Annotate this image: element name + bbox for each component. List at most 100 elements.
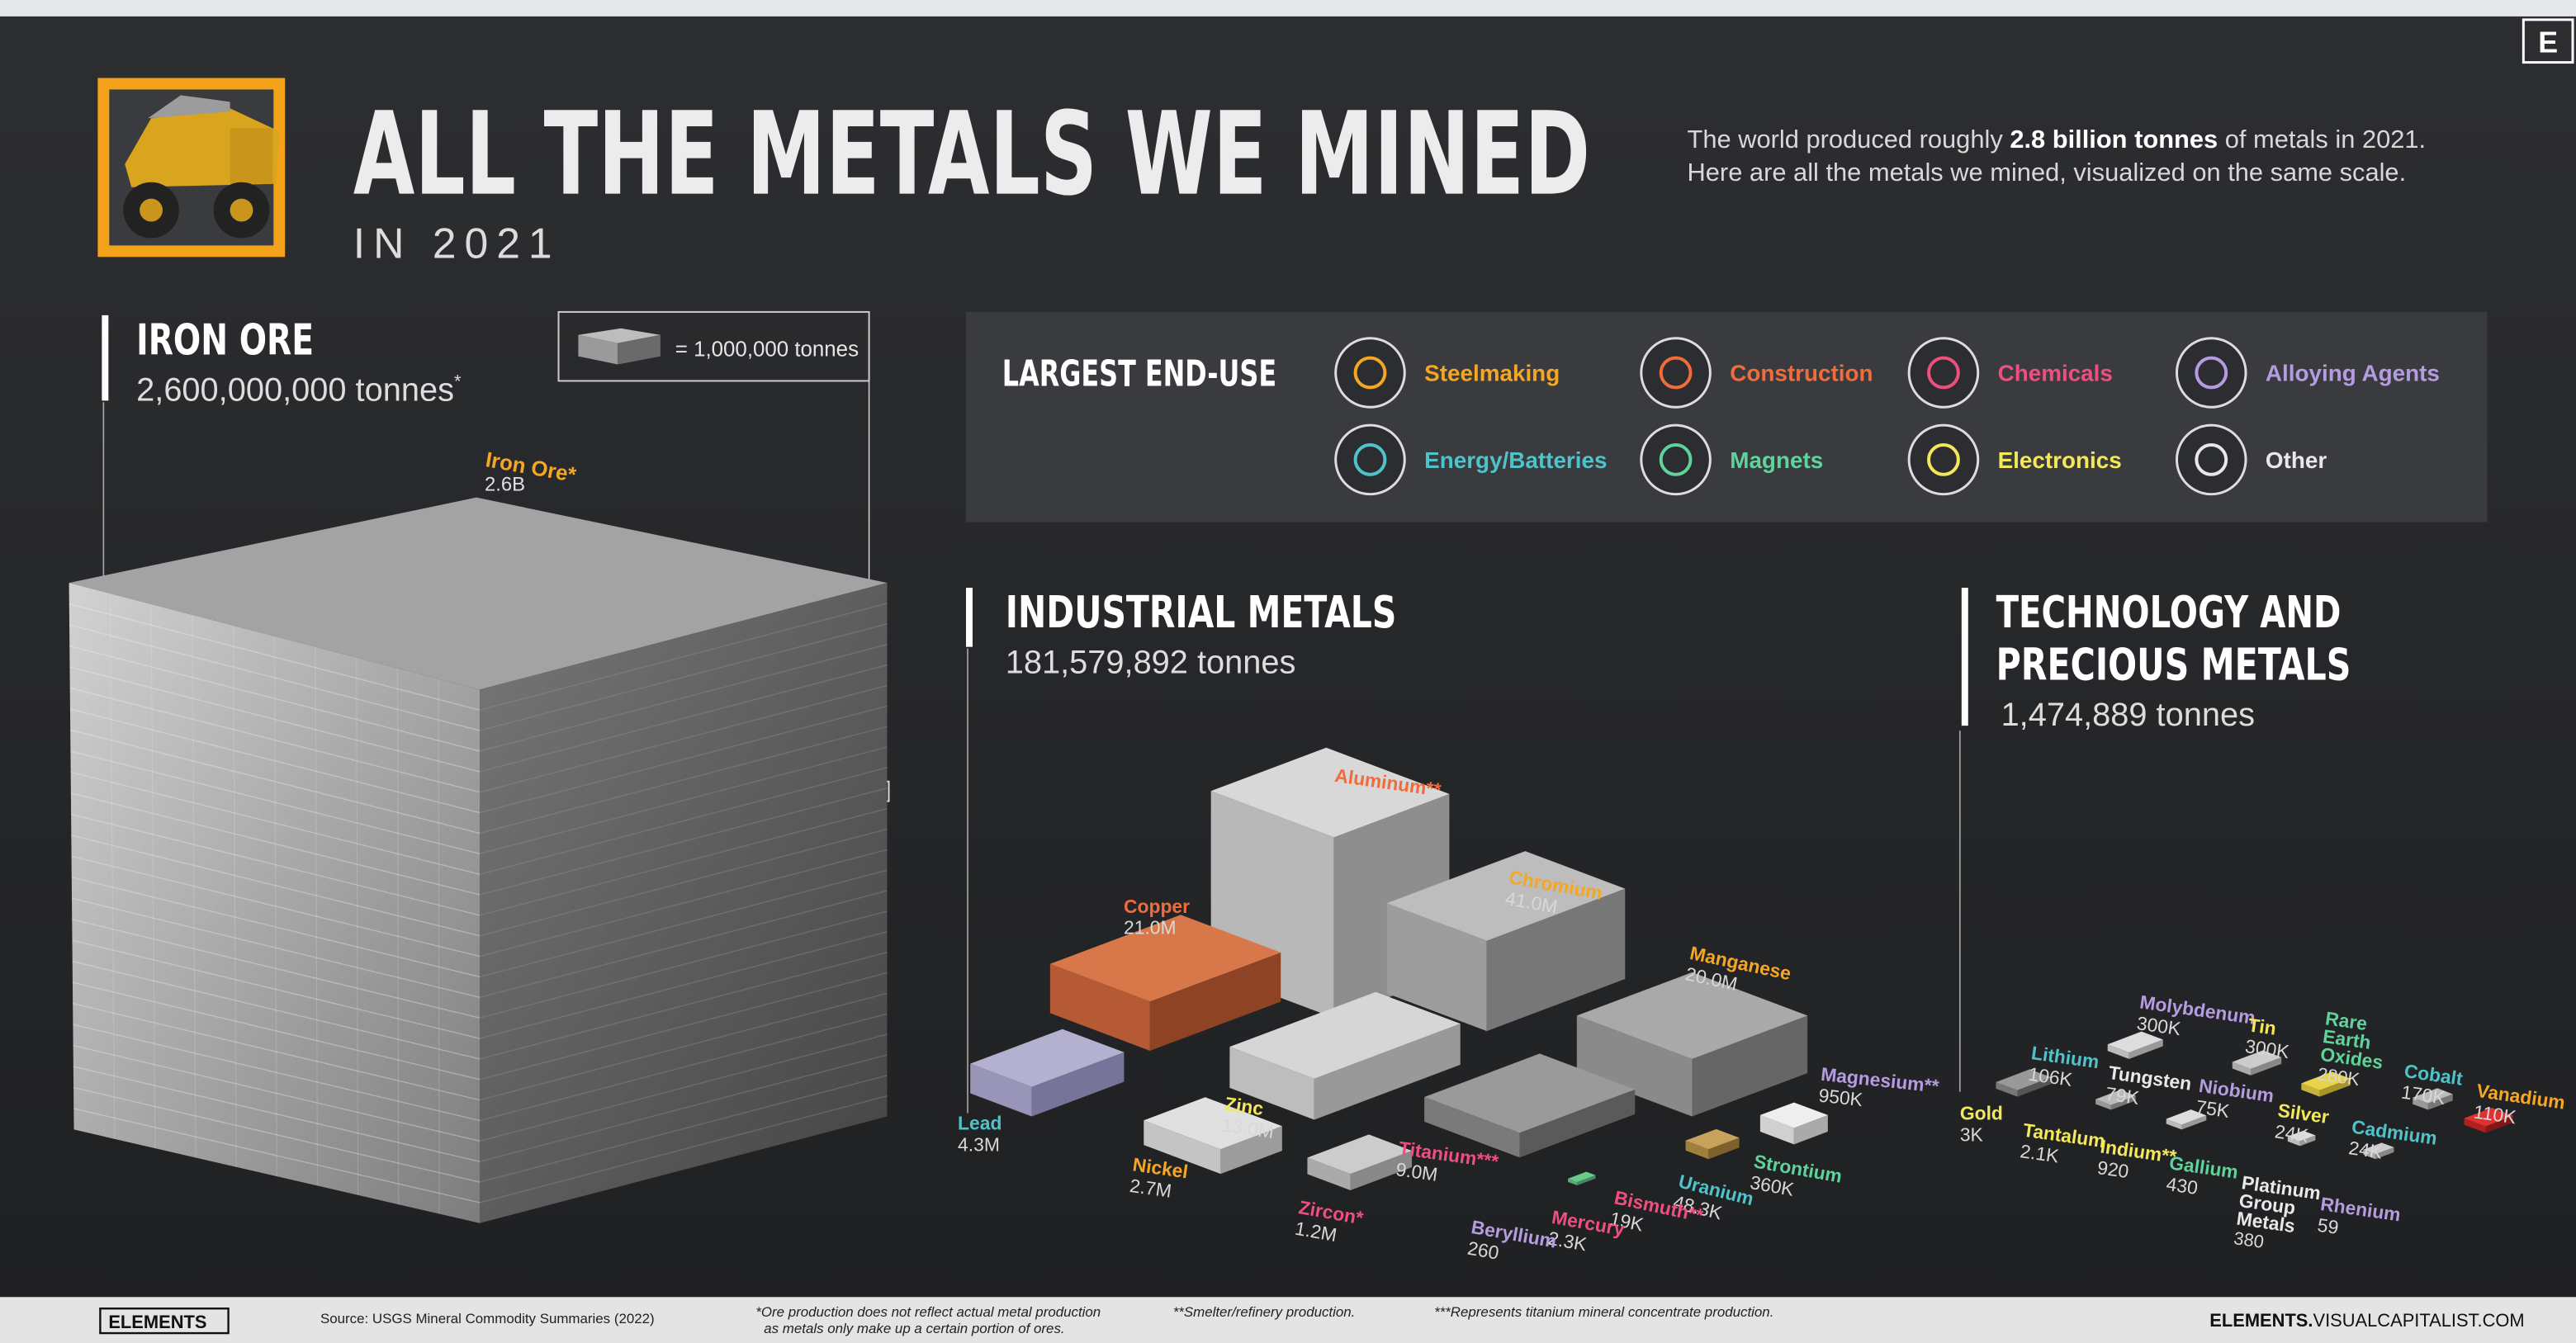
brick-line [479,951,888,1060]
metal-block [1576,972,1808,1117]
brick-line [315,646,319,1186]
block-left [2287,1136,2300,1147]
section-rule [1961,588,1968,726]
end-use-icon [1640,423,1712,496]
brick-line [72,919,481,1019]
block-right [1519,1089,1636,1158]
end-use-icon-inner [1659,356,1693,390]
brick-line [69,708,481,814]
metal-block [1307,1134,1413,1191]
block-right [2251,1057,2282,1076]
brick-line [69,666,481,773]
block-right [2110,1095,2136,1110]
brick-line [479,931,888,1039]
block-right [2427,1094,2453,1110]
block-left [1144,1120,1221,1175]
block-right [2299,1135,2316,1147]
brick-line [479,1013,888,1122]
amount-text: 2,600,000,000 tonnes [136,371,454,408]
legend-text: = 1,000,000 tonnes [675,338,859,362]
brick-line [73,1024,481,1122]
footer-site: ELEMENTS.VISUALCAPITALIST.COM [2209,1310,2524,1331]
metal-value: 920 [2096,1156,2130,1182]
metal-block [2287,1130,2316,1147]
end-use-label: Energy/Batteries [1424,447,1607,473]
corner-logo: E [2538,26,2558,59]
metal-block [1229,991,1461,1120]
block-left [2166,1118,2182,1130]
iron-amount: 2,600,000,000 tonnes* [136,371,462,408]
metal-name: Lead [958,1112,1002,1133]
block-top [2095,1090,2136,1105]
brick-line [479,869,888,978]
end-use-label: Construction [1730,360,1873,385]
tech-amount: 1,474,889 tonnes [2001,697,2255,733]
block-top [2464,1107,2513,1127]
tech-title: TECHNOLOGY AND [1996,586,2342,638]
iron-cube [69,497,888,1223]
brick-line [70,750,481,854]
metal-block [1386,851,1626,1032]
brick-line [71,835,481,937]
block-top [2287,1130,2316,1142]
brick-line [479,849,888,958]
block-left [2232,1062,2252,1076]
metal-value: 950K [1817,1085,1863,1110]
metal-block [1996,1069,2052,1097]
metal-value: 24K [2347,1137,2384,1162]
end-use-label: Magnets [1730,447,1823,473]
industrial-amount: 181,579,892 tonnes [1006,644,1296,680]
block-top [1049,915,1281,1002]
block-right [2017,1077,2052,1097]
end-use-icon [2175,423,2247,496]
metal-name: Copper [1124,896,1190,917]
end-use-icon-inner [1927,356,1960,390]
brick-line [273,636,277,1177]
brick-line [72,981,481,1081]
metal-blocks [970,747,2513,1191]
footer-note: as metals only make up a certain portion… [764,1321,1064,1336]
block-right [1220,1126,1282,1175]
brick-line [73,1086,481,1183]
iron-title: IRON ORE [136,316,314,366]
end-use-legend: Steelmaking Construction Chemicals Alloying… [1334,337,2440,496]
end-use-icon-inner [1659,443,1693,476]
intro-bold: 2.8 billion tonnes [2010,125,2218,154]
footer-note: ***Represents titanium mineral concentra… [1434,1304,1773,1320]
brick-line [70,729,481,835]
brick-line [69,687,481,793]
industrial-title: INDUSTRIAL METALS [1006,586,1397,638]
site-bold: ELEMENTS. [2209,1310,2313,1331]
brick-line [479,623,888,731]
brick-line [479,1095,888,1203]
brick-line [479,684,888,793]
block-left [1307,1157,1351,1191]
metal-block [2363,1142,2394,1160]
brick-line [479,787,888,896]
metal-block [2232,1050,2282,1076]
intro-line2: Here are all the metals we mined, visual… [1688,158,2407,187]
title: ALL THE METALS WE MINED [353,87,1590,221]
brick-line [479,767,888,875]
brick-line [356,657,359,1195]
end-use-icon-inner [1927,443,1960,476]
intro-text: The world produced roughly [1688,125,2010,154]
brick-line [479,1075,888,1183]
brick-line [438,679,440,1214]
block-right [1708,1137,1740,1160]
end-use-icon [1907,337,1980,409]
brick-line [70,771,481,875]
block-left [970,1063,1032,1117]
block-left [1229,1047,1314,1120]
brick-line [150,603,156,1149]
block-top [1576,972,1808,1059]
block-left [1576,1015,1693,1117]
block-right [1577,1175,1596,1186]
metal-value: 21.0M [1124,917,1177,939]
block-top [1568,1171,1596,1183]
block-left [1996,1081,2018,1097]
metal-value: 430 [2165,1173,2199,1199]
amount-mark: * [454,371,462,391]
block-top [1424,1053,1636,1133]
